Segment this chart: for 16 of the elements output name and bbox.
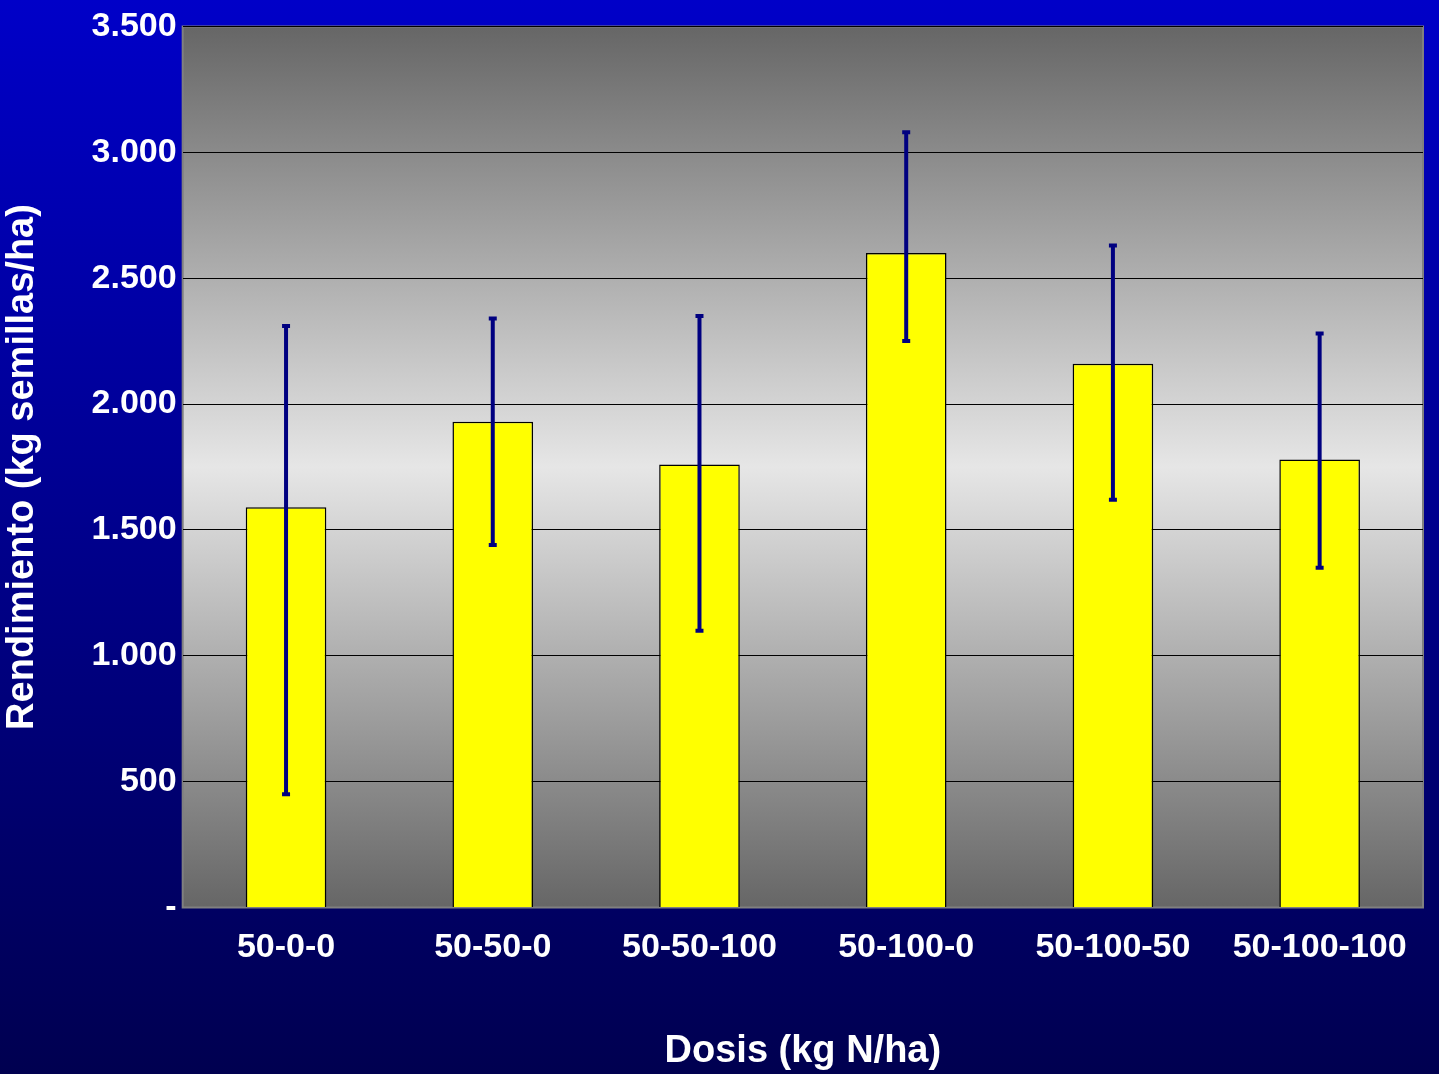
y-tick-label: 500: [119, 760, 177, 799]
y-tick-label: 3.000: [91, 130, 177, 169]
y-tick-label: 2.000: [91, 382, 177, 421]
x-tick-label: 50-100-0: [838, 926, 975, 965]
x-tick-label: 50-50-0: [434, 926, 552, 965]
x-tick-label: 50-0-0: [236, 926, 336, 965]
x-tick-label: 50-100-50: [1035, 926, 1191, 965]
y-tick-label: 3.500: [91, 4, 177, 43]
y-axis-title: Rendimiento (kg semillas/ha): [0, 204, 42, 730]
x-tick-label: 50-100-100: [1232, 926, 1407, 965]
x-axis-title: Dosis (kg N/ha): [664, 1027, 942, 1070]
y-tick-label: 1.000: [91, 634, 177, 673]
y-tick-label: -: [165, 885, 177, 924]
x-tick-label: 50-50-100: [621, 926, 777, 965]
y-tick-label: 2.500: [91, 256, 177, 295]
y-tick-label: 1.500: [91, 508, 177, 547]
